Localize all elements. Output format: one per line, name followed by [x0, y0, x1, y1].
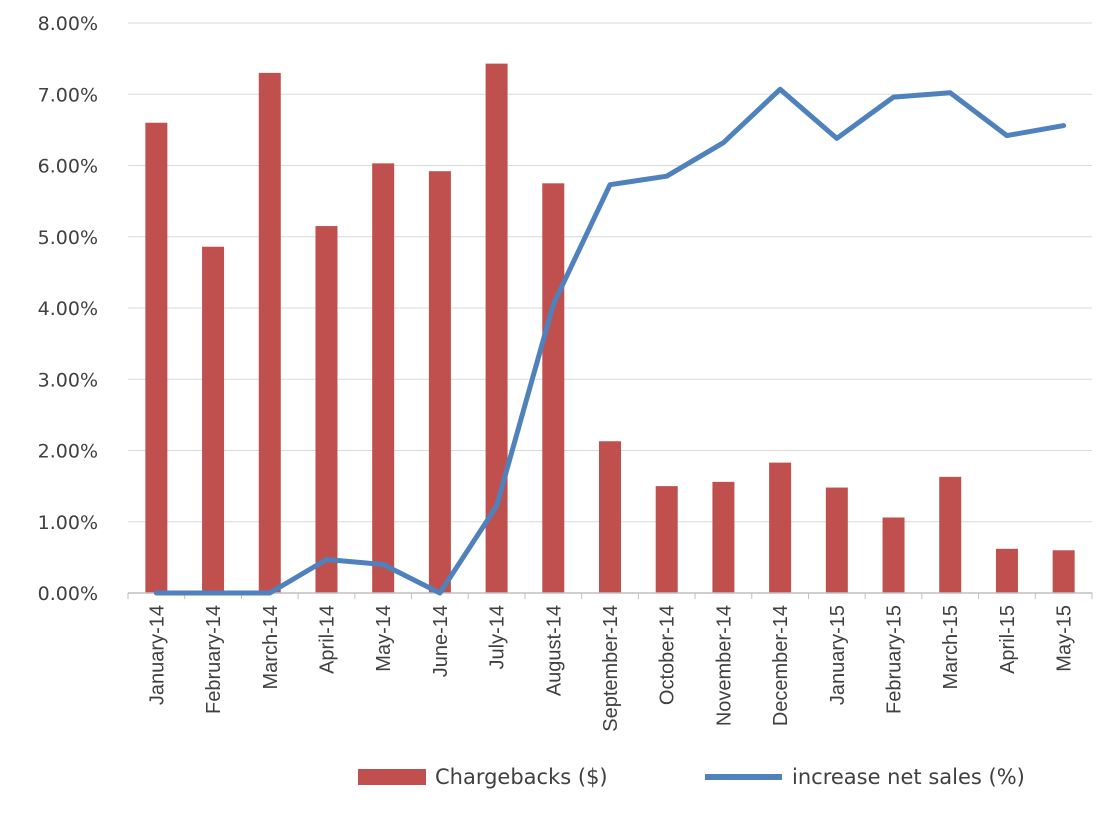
bar [485, 63, 508, 594]
bar [769, 462, 792, 593]
x-tick-label: February-14 [203, 605, 225, 714]
x-tick-label: February-15 [884, 605, 906, 714]
x-tick-label: May-15 [1054, 605, 1076, 672]
bar [882, 517, 905, 593]
x-tick-label: December-14 [770, 605, 792, 726]
line-series [153, 86, 1067, 596]
x-axis [127, 592, 1093, 599]
x-tick-label: October-14 [657, 605, 679, 705]
x-tick-label: August-14 [543, 605, 565, 696]
y-tick-label: 0.00% [38, 583, 98, 605]
x-tick-label: January-15 [827, 605, 849, 705]
y-tick-label: 4.00% [38, 298, 98, 320]
x-tick-label: April-15 [997, 605, 1019, 674]
legend-label-increase-net-sales: increase net sales (%) [792, 765, 1025, 789]
x-tick-label: July-14 [487, 605, 509, 669]
y-tick-label: 8.00% [38, 13, 98, 35]
y-tick-label: 2.00% [38, 441, 98, 463]
bar [315, 226, 338, 593]
x-tick-label: May-14 [373, 605, 395, 672]
bar [939, 476, 962, 593]
x-tick-label: March-14 [260, 605, 282, 689]
legend: Chargebacks ($) increase net sales (%) [358, 765, 1025, 789]
bar [258, 72, 281, 593]
x-tick-label: September-14 [600, 605, 622, 732]
legend-label-chargebacks: Chargebacks ($) [435, 765, 608, 789]
y-axis-ticks: 0.00% 1.00% 2.00% 3.00% 4.00% 5.00% 6.00% 7.00%… [38, 13, 98, 605]
bar [372, 163, 395, 594]
bar [145, 122, 168, 593]
bar [202, 246, 225, 593]
y-tick-label: 7.00% [38, 84, 98, 106]
y-tick-label: 5.00% [38, 227, 98, 249]
y-tick-label: 1.00% [38, 512, 98, 534]
bar [542, 183, 565, 593]
bar [1052, 550, 1075, 593]
bar [655, 486, 678, 593]
y-tick-label: 6.00% [38, 156, 98, 178]
bar [712, 481, 735, 593]
bar [599, 441, 621, 593]
bar-series [145, 63, 1075, 594]
x-tick-label: March-15 [940, 605, 962, 689]
x-axis-ticks: January-14 February-14 March-14 April-14 May… [146, 605, 1075, 732]
bar [825, 487, 848, 593]
x-tick-label: April-14 [316, 605, 338, 674]
x-tick-label: November-14 [713, 605, 735, 726]
bar [428, 171, 451, 593]
x-tick-label: June-14 [430, 605, 452, 677]
bar [995, 548, 1018, 593]
series-line [153, 86, 1067, 596]
legend-swatch-chargebacks [358, 769, 426, 785]
gridlines [128, 22, 1092, 523]
y-tick-label: 3.00% [38, 369, 98, 391]
x-tick-label: January-14 [146, 605, 168, 705]
